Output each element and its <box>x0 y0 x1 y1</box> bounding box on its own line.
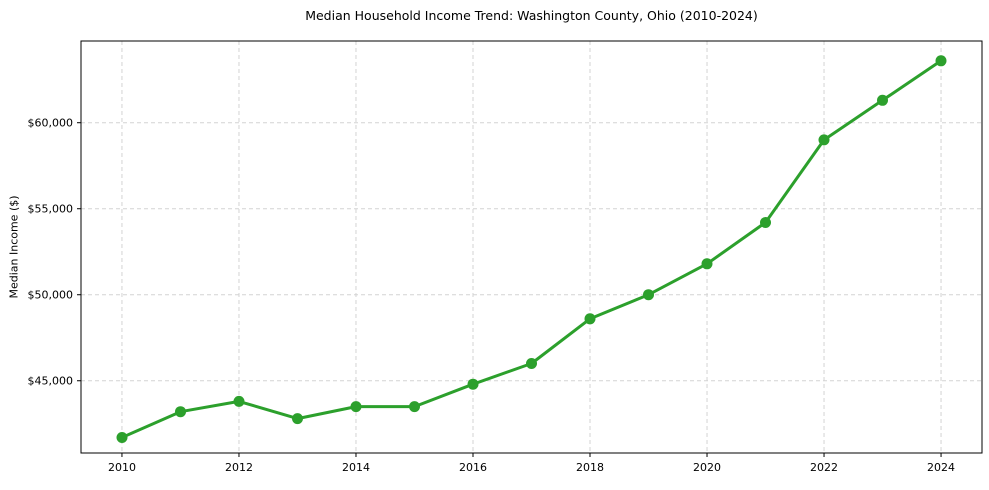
data-point-marker <box>350 401 362 413</box>
x-tick-label: 2018 <box>576 461 604 474</box>
data-point-marker <box>584 313 596 325</box>
x-tick-label: 2016 <box>459 461 487 474</box>
y-tick-label: $60,000 <box>28 117 74 130</box>
x-tick-label: 2012 <box>225 461 253 474</box>
data-point-marker <box>643 289 654 301</box>
x-tick-label: 2014 <box>342 461 370 474</box>
x-tick-label: 2010 <box>108 461 136 474</box>
data-point-marker <box>701 258 713 270</box>
data-point-marker <box>175 406 186 418</box>
data-point-marker <box>467 378 479 390</box>
chart-title: Median Household Income Trend: Washingto… <box>305 8 758 23</box>
plot-border <box>80 40 983 454</box>
data-point-marker <box>116 432 128 443</box>
data-point-marker <box>818 134 830 146</box>
data-point-marker <box>760 217 771 228</box>
y-tick-label: $55,000 <box>28 203 74 216</box>
x-tick-label: 2020 <box>693 461 721 474</box>
y-tick-label: $45,000 <box>28 375 74 388</box>
data-point-marker <box>935 55 947 67</box>
data-point-marker <box>292 413 303 425</box>
x-tick-label: 2022 <box>810 461 838 474</box>
data-point-marker <box>526 358 537 369</box>
data-point-marker <box>233 395 245 407</box>
x-tick-label: 2024 <box>927 461 955 474</box>
data-point-marker <box>877 94 888 106</box>
data-point-marker <box>409 401 420 413</box>
y-tick-label: $50,000 <box>28 289 74 302</box>
